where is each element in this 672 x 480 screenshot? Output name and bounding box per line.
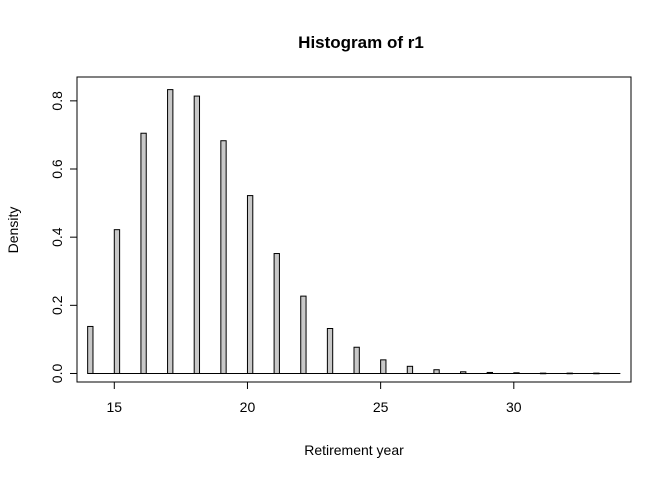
chart-title: Histogram of r1 — [298, 33, 424, 52]
histogram-bar — [273, 253, 280, 374]
histogram-bar — [113, 229, 121, 374]
plot-frame — [76, 76, 632, 383]
y-tick-label: 0.0 — [49, 364, 65, 384]
bars-group — [87, 89, 600, 375]
x-axis: 15 20 25 30 — [106, 381, 522, 415]
x-axis-label: Retirement year — [304, 442, 404, 458]
y-axis: 0.0 0.2 0.4 0.6 0.8 — [49, 91, 78, 384]
histogram-bar — [246, 195, 254, 374]
x-tick-label: 25 — [373, 399, 389, 415]
y-tick-label: 0.4 — [49, 227, 65, 247]
histogram-bar — [326, 328, 334, 374]
histogram-bar — [380, 359, 387, 374]
histogram-bar — [433, 369, 440, 374]
histogram-bar — [406, 365, 414, 374]
y-tick-label: 0.2 — [49, 295, 65, 315]
x-tick-label: 30 — [506, 399, 522, 415]
histogram-bar — [300, 295, 307, 374]
histogram-bar — [353, 346, 360, 374]
x-tick-label: 20 — [240, 399, 256, 415]
histogram-bar — [167, 89, 174, 374]
histogram-bar — [220, 140, 227, 374]
y-tick-label: 0.8 — [49, 91, 65, 111]
y-tick-label: 0.6 — [49, 159, 65, 179]
histogram-bar — [87, 325, 94, 374]
histogram-bar — [193, 95, 201, 374]
histogram-bar — [140, 132, 147, 374]
y-axis-label: Density — [5, 207, 21, 254]
x-tick-label: 15 — [106, 399, 122, 415]
